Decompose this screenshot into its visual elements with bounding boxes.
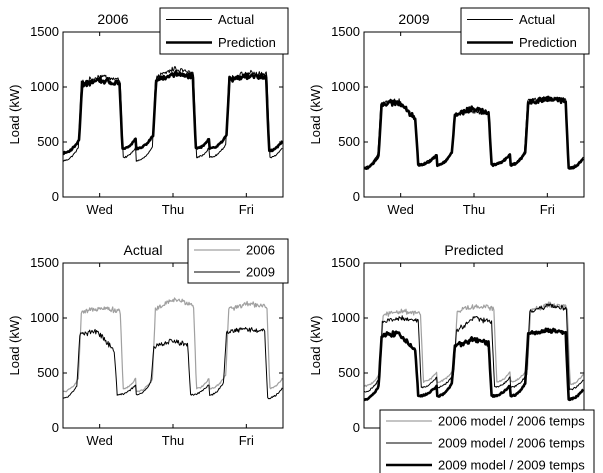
- y-axis-label: Load (kW): [308, 85, 323, 145]
- plot-frame: [62, 262, 284, 429]
- y-tick-label: 1000: [30, 79, 59, 94]
- legend-box: [460, 7, 590, 55]
- y-tick-label: 1500: [331, 255, 360, 270]
- y-tick-label: 500: [338, 134, 360, 149]
- y-tick-label: 500: [37, 365, 59, 380]
- chart-panel-pact: 0 500 1000 1500 Wed Thu Fri Load (kW) Actual 2006…: [7, 238, 289, 448]
- y-tick-label: 1000: [331, 79, 360, 94]
- chart-panel-p2006: 0 500 1000 1500 Wed Thu Fri Load (kW) 2006 Actual…: [7, 7, 289, 217]
- x-tick-label: Wed: [86, 433, 113, 448]
- plot-frame: [62, 31, 284, 198]
- legend-label: Actual: [519, 12, 555, 27]
- legend-box: [159, 7, 289, 55]
- chart-title: Actual: [124, 242, 163, 258]
- legend-label: Prediction: [519, 35, 577, 50]
- y-tick-label: 0: [52, 420, 59, 435]
- x-tick-label: Thu: [162, 202, 184, 217]
- x-tick-label: Wed: [387, 202, 414, 217]
- y-tick-label: 1500: [30, 255, 59, 270]
- legend-label: Actual: [218, 12, 254, 27]
- legend-label: 2006: [246, 243, 275, 258]
- legend: 2006 2009: [187, 238, 289, 284]
- x-tick-label: Thu: [463, 202, 485, 217]
- y-tick-label: 0: [353, 189, 360, 204]
- legend-label: 2009 model / 2009 temps: [438, 458, 585, 473]
- series-line-p2009-0: [364, 95, 584, 169]
- x-tick-label: Wed: [86, 202, 113, 217]
- legend: Actual Prediction: [460, 7, 590, 55]
- chart-title: 2009: [398, 11, 429, 27]
- series-line-ppred-2: [364, 327, 584, 402]
- legend-label: 2009 model / 2006 temps: [438, 436, 585, 451]
- y-tick-label: 500: [37, 134, 59, 149]
- x-tick-label: Fri: [540, 202, 555, 217]
- series-line-pact-0: [63, 297, 283, 393]
- plot-frame: [363, 262, 585, 429]
- y-tick-label: 500: [338, 365, 360, 380]
- chart-title: Predicted: [444, 242, 503, 258]
- y-tick-label: 0: [353, 420, 360, 435]
- y-tick-label: 0: [52, 189, 59, 204]
- plot-frame: [363, 31, 585, 198]
- series-line-pact-1: [63, 327, 283, 400]
- legend-label: 2006 model / 2006 temps: [438, 414, 585, 429]
- y-tick-label: 1000: [331, 310, 360, 325]
- x-tick-label: Thu: [162, 433, 184, 448]
- chart-title: 2006: [97, 11, 128, 27]
- legend: Actual Prediction: [159, 7, 289, 55]
- legend: 2006 model / 2006 temps 2009 model / 2006…: [379, 409, 595, 473]
- series-line-p2006-1: [63, 69, 283, 155]
- legend-label: Prediction: [218, 35, 276, 50]
- series-line-ppred-1: [364, 303, 584, 393]
- y-tick-label: 1000: [30, 310, 59, 325]
- x-tick-label: Fri: [239, 433, 254, 448]
- x-tick-label: Fri: [239, 202, 254, 217]
- y-axis-label: Load (kW): [308, 316, 323, 376]
- y-tick-label: 1500: [331, 24, 360, 39]
- chart-panel-p2009: 0 500 1000 1500 Wed Thu Fri Load (kW) 2009 Actual…: [308, 7, 590, 217]
- legend-label: 2009: [246, 265, 275, 280]
- y-axis-label: Load (kW): [7, 316, 22, 376]
- series-line-ppred-0: [364, 301, 584, 388]
- legend-box: [187, 238, 289, 284]
- series-line-p2009-1: [364, 95, 584, 170]
- y-axis-label: Load (kW): [7, 85, 22, 145]
- y-tick-label: 1500: [30, 24, 59, 39]
